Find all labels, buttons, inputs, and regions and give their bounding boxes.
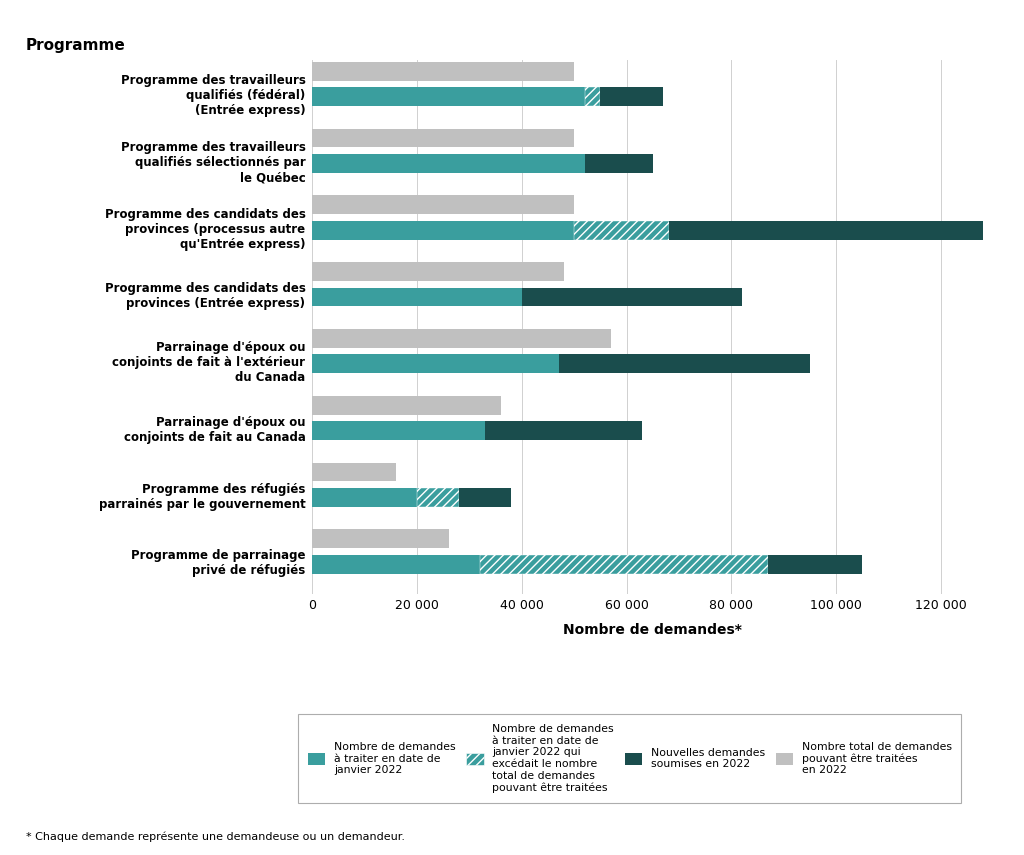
Bar	[574, 221, 669, 239]
Bar	[312, 529, 449, 548]
Bar	[485, 422, 642, 440]
Bar	[312, 196, 574, 214]
Bar	[459, 488, 511, 507]
Bar	[312, 329, 611, 348]
Bar	[312, 128, 574, 147]
Text: * Chaque demande représente une demandeuse ou un demandeur.: * Chaque demande représente une demandeu…	[26, 832, 404, 842]
Bar	[558, 355, 810, 373]
Bar	[768, 555, 862, 574]
Bar	[600, 87, 664, 106]
Bar	[480, 555, 768, 574]
Bar	[669, 221, 983, 239]
X-axis label: Nombre de demandes*: Nombre de demandes*	[563, 623, 742, 637]
Bar	[312, 287, 522, 306]
Bar	[312, 422, 485, 440]
Bar	[312, 221, 574, 239]
Bar	[417, 488, 459, 507]
Bar	[312, 62, 574, 80]
Bar	[312, 555, 480, 574]
Text: Programme: Programme	[26, 38, 125, 54]
Bar	[312, 396, 501, 415]
Bar	[585, 154, 653, 173]
Bar	[312, 463, 396, 481]
Legend: Nombre de demandes
à traiter en date de
janvier 2022, Nombre de demandes
à trait: Nombre de demandes à traiter en date de …	[298, 715, 962, 803]
Bar	[312, 355, 558, 373]
Bar	[522, 287, 741, 306]
Bar	[312, 154, 585, 173]
Bar	[312, 262, 564, 281]
Bar	[312, 87, 585, 106]
Bar	[585, 87, 600, 106]
Bar	[312, 488, 417, 507]
